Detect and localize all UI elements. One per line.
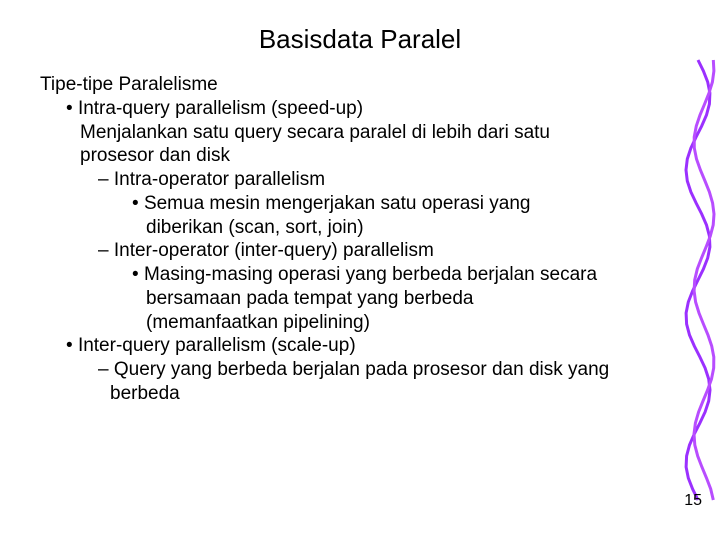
- bullet-level1: • Inter-query parallelism (scale-up): [66, 334, 610, 358]
- slide-content: Tipe-tipe Paralelisme • Intra-query para…: [40, 73, 680, 406]
- subtitle: Tipe-tipe Paralelisme: [40, 73, 610, 97]
- bullet-text: Masing-masing operasi yang berbeda berja…: [144, 264, 597, 333]
- bullet-text: Query yang berbeda berjalan pada proseso…: [110, 359, 609, 404]
- bullet-text: Inter-operator (inter-query) parallelism: [114, 240, 434, 261]
- bullet-level1: • Intra-query parallelism (speed-up): [66, 97, 610, 121]
- slide-title: Basisdata Paralel: [40, 24, 680, 55]
- bullet-level3: • Semua mesin mengerjakan satu operasi y…: [132, 192, 610, 240]
- bullet-text: Inter-query parallelism (scale-up): [78, 335, 356, 356]
- bullet-level3: • Masing-masing operasi yang berbeda ber…: [132, 263, 610, 334]
- slide: Basisdata Paralel Tipe-tipe Paralelisme …: [0, 0, 720, 540]
- bullet-desc: Menjalankan satu query secara paralel di…: [80, 121, 610, 169]
- bullet-text: Intra-operator parallelism: [114, 169, 325, 190]
- bullet-text: Semua mesin mengerjakan satu operasi yan…: [144, 193, 531, 238]
- page-number: 15: [684, 492, 702, 510]
- bullet-level2: – Intra-operator parallelism: [98, 168, 610, 192]
- bullet-text: Intra-query parallelism (speed-up): [78, 98, 363, 119]
- bullet-level2: – Query yang berbeda berjalan pada prose…: [98, 358, 610, 406]
- bullet-level2: – Inter-operator (inter-query) paralleli…: [98, 239, 610, 263]
